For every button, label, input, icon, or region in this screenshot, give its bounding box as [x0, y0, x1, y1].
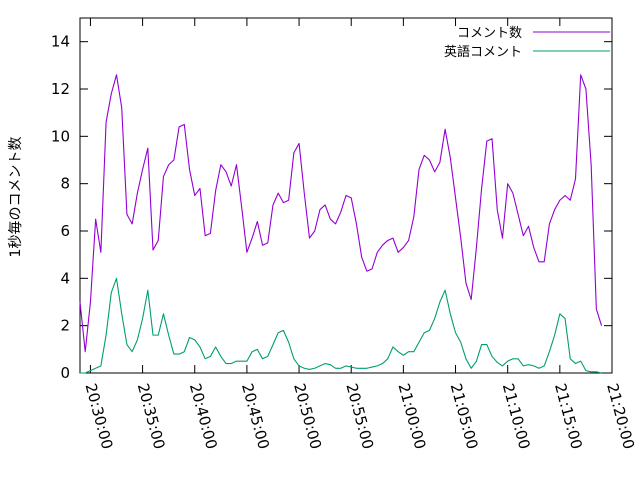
y-tick-label: 14 [51, 33, 70, 51]
x-tick-label: 20:35:00 [134, 381, 169, 451]
y-tick-label: 0 [60, 364, 70, 382]
y-axis-title: 1秒毎のコメント数 [8, 137, 24, 258]
plot-frame [79, 17, 613, 374]
legend-label: 英語コメント [444, 44, 522, 60]
x-tick-label: 20:50:00 [290, 381, 325, 451]
x-tick-label: 20:45:00 [238, 381, 273, 451]
series-line-1 [79, 74, 603, 353]
y-tick-label: 4 [60, 269, 70, 287]
x-tick-label: 21:05:00 [447, 381, 482, 451]
x-tick-label: 21:20:00 [603, 381, 638, 451]
x-tick-label: 21:10:00 [499, 381, 534, 451]
x-tick-label: 20:55:00 [342, 381, 377, 451]
y-tick-label: 6 [60, 222, 70, 240]
y-tick-label: 2 [60, 317, 70, 335]
y-tick-label: 8 [60, 175, 70, 193]
y-tick-label: 10 [51, 127, 70, 145]
y-tick-label: 12 [51, 80, 70, 98]
x-tick-label: 20:40:00 [186, 381, 221, 451]
x-tick-label: 20:30:00 [82, 381, 117, 451]
x-tick-label: 21:15:00 [551, 381, 586, 451]
legend-label: コメント数 [457, 26, 522, 41]
series-line-2 [80, 277, 602, 374]
x-tick-label: 21:00:00 [395, 381, 430, 451]
